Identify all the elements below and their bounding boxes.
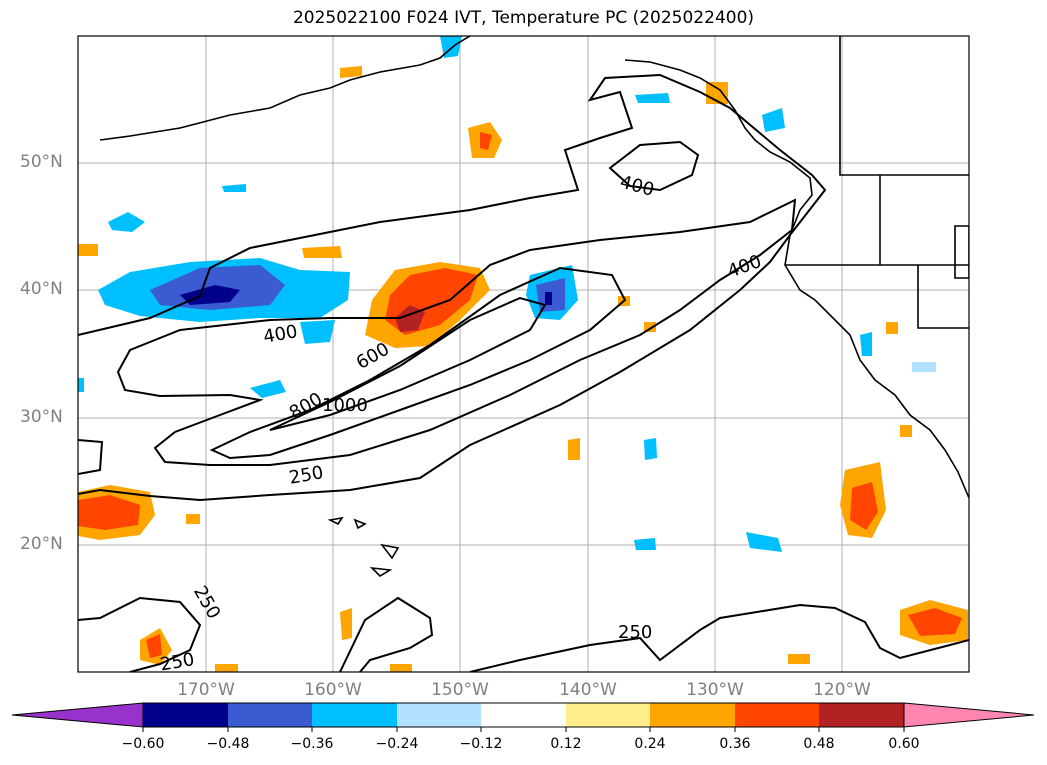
colorbar-segment (819, 703, 904, 727)
lon-label: 170°W (177, 680, 235, 700)
colorbar-tick-label: 0.12 (550, 736, 582, 752)
lat-label: 30°N (20, 407, 63, 427)
colorbar-tick-label: 0.60 (888, 736, 920, 752)
colorbar-tick-label: −0.12 (459, 736, 503, 752)
lon-label: 140°W (559, 680, 617, 700)
colorbar-segment (143, 703, 228, 727)
contour-label: 1000 (322, 395, 368, 416)
lon-label: 130°W (686, 680, 744, 700)
colorbar-segment (566, 703, 650, 727)
colorbar-frame (142, 702, 905, 728)
colorbar-tick-label: 0.24 (634, 736, 666, 752)
colorbar-tick-label: 0.48 (803, 736, 835, 752)
colorbar-over-extend (903, 702, 1035, 728)
colorbar-segment (397, 703, 481, 727)
lat-label: 20°N (20, 534, 63, 554)
coastlines (99, 36, 969, 578)
negative-anomaly-areas (78, 36, 936, 552)
lon-label: 150°W (431, 680, 489, 700)
colorbar-segment (650, 703, 735, 727)
map-title: 2025022100 F024 IVT, Temperature PC (202… (292, 8, 755, 28)
colorbar-segment (735, 703, 819, 727)
colorbar (11, 702, 1035, 732)
colorbar-tick-label: −0.60 (121, 736, 165, 752)
colorbar-segment (312, 703, 397, 727)
lon-label: 160°W (304, 680, 362, 700)
plot-area (78, 36, 969, 672)
lat-label: 50°N (20, 152, 63, 172)
colorbar-tick-label: −0.24 (375, 736, 419, 752)
colorbar-tick-label: −0.48 (206, 736, 250, 752)
plot-frame (77, 35, 970, 673)
colorbar-tick-label: 0.36 (719, 736, 751, 752)
lat-label: 40°N (20, 279, 63, 299)
gridlines (78, 36, 969, 672)
colorbar-segment (481, 703, 566, 727)
positive-anomaly-areas (78, 66, 968, 672)
colorbar-tick-label: −0.36 (290, 736, 334, 752)
contour-label: 250 (618, 622, 652, 643)
colorbar-under-extend (11, 702, 144, 728)
lon-label: 120°W (813, 680, 871, 700)
colorbar-segment (228, 703, 312, 727)
ivt-contours (78, 73, 969, 672)
